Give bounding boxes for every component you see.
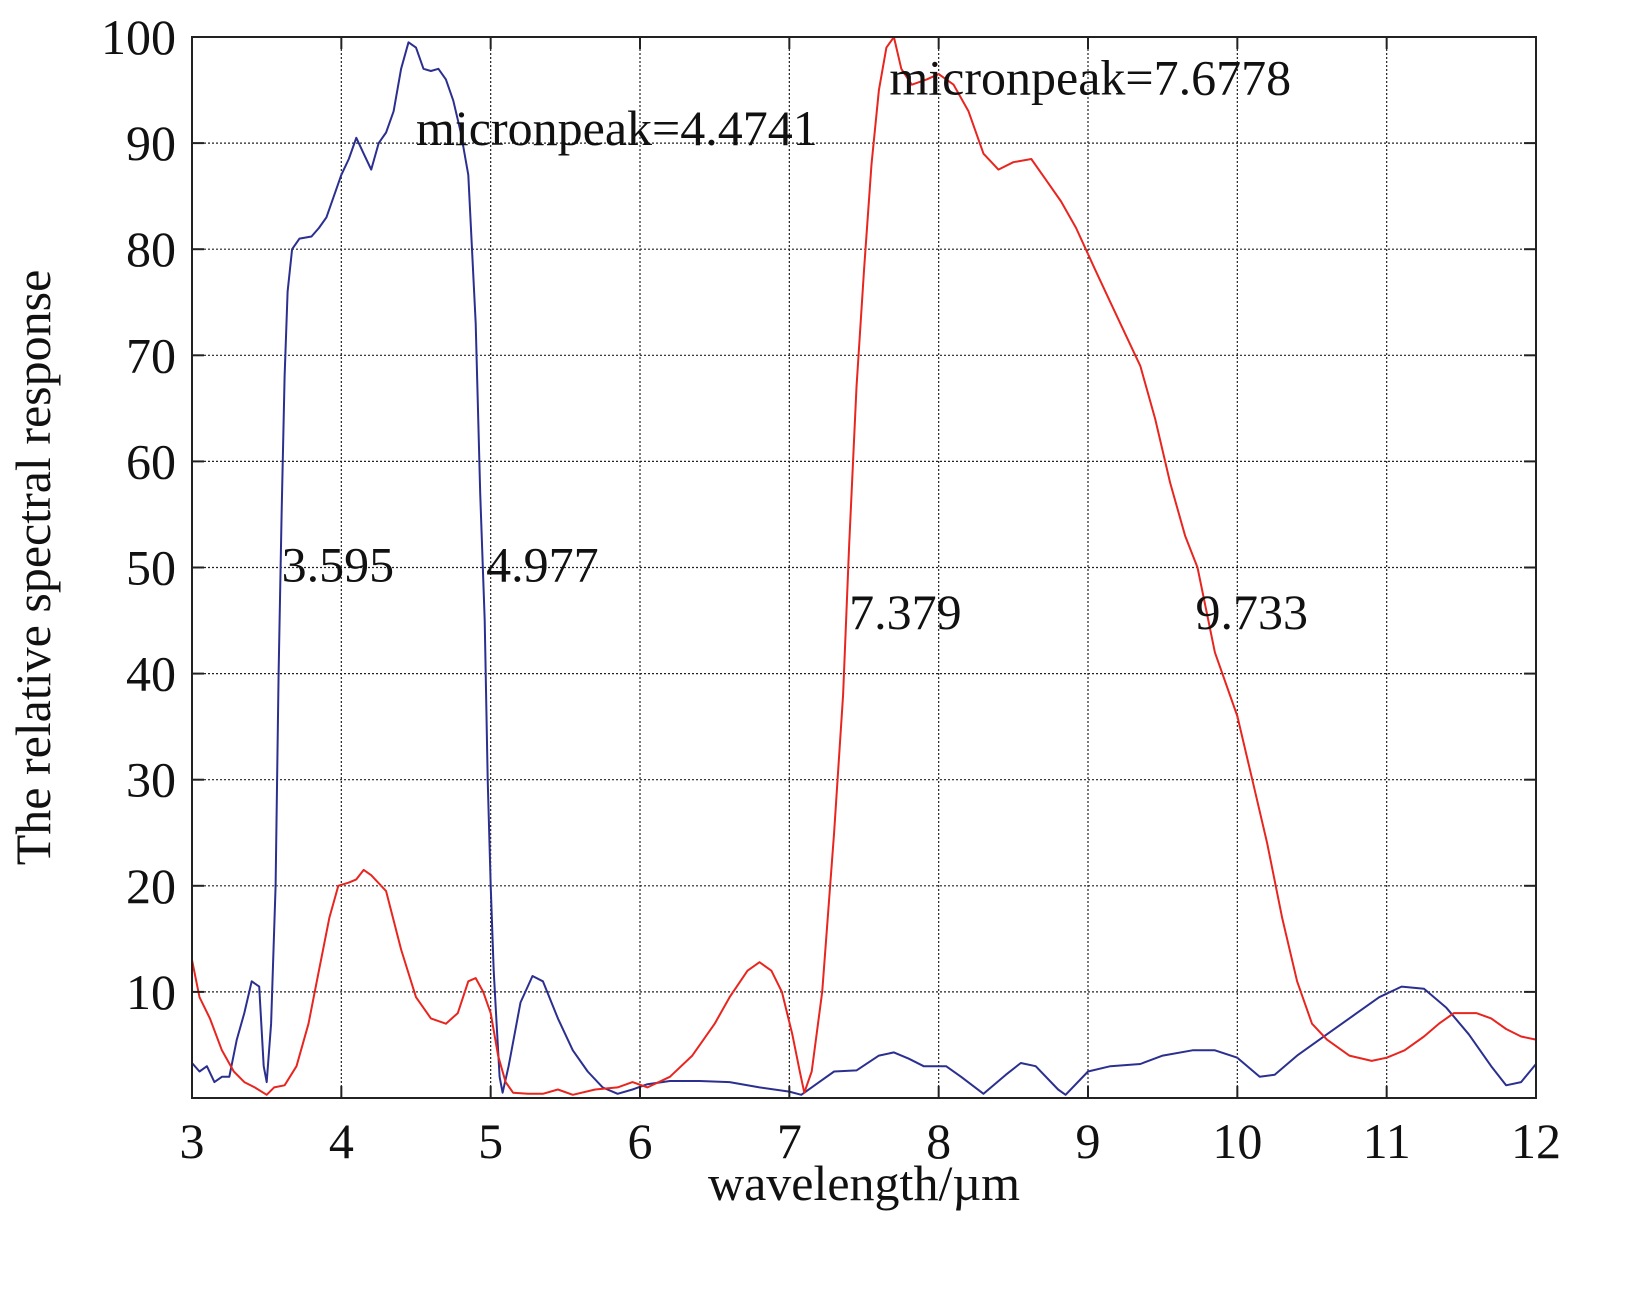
- grid-layer: [192, 37, 1536, 1098]
- x-tick-label: 9: [1076, 1113, 1101, 1169]
- annotation-label: micronpeak=7.6778: [889, 49, 1291, 105]
- y-tick-label: 90: [126, 115, 176, 171]
- annotation-label: 7.379: [849, 584, 962, 640]
- x-tick-label: 6: [628, 1113, 653, 1169]
- series-line-1: [191, 41, 1537, 1096]
- y-tick-label: 50: [126, 540, 176, 596]
- y-tick-label: 100: [101, 9, 176, 65]
- annotation-label: 4.977: [486, 536, 598, 592]
- tick-layer: 3 4 5 6 7 8 9 10 11 12 10 20 30 40 50 60 70 80 90 100: [101, 9, 1561, 1169]
- x-tick-label: 3: [180, 1113, 205, 1169]
- y-axis-title: The relative spectral response: [5, 270, 61, 866]
- x-axis-title: wavelength/µm: [708, 1155, 1020, 1211]
- x-tick-label: 12: [1511, 1113, 1561, 1169]
- x-tick-label: 5: [478, 1113, 503, 1169]
- annotation-label: 3.595: [282, 536, 395, 592]
- x-tick-label: 8: [926, 1113, 951, 1169]
- y-tick-label: 10: [126, 964, 176, 1020]
- y-tick-label: 80: [126, 221, 176, 277]
- series-layer: [191, 36, 1537, 1096]
- y-tick-label: 60: [126, 433, 176, 489]
- x-tick-label: 4: [329, 1113, 354, 1169]
- x-tick-label: 7: [777, 1113, 802, 1169]
- y-tick-label: 30: [126, 752, 176, 808]
- y-tick-label: 40: [126, 646, 176, 702]
- annotation-label: micronpeak=4.4741: [416, 100, 818, 156]
- x-tick-label: 11: [1363, 1113, 1411, 1169]
- annotation-layer: micronpeak=4.4741 micronpeak=7.6778 3.595 4…: [282, 49, 1308, 640]
- annotation-label: 9.733: [1196, 584, 1309, 640]
- y-tick-label: 20: [126, 858, 176, 914]
- x-tick-label: 10: [1212, 1113, 1262, 1169]
- y-tick-label: 70: [126, 327, 176, 383]
- series-line-2: [191, 36, 1537, 1096]
